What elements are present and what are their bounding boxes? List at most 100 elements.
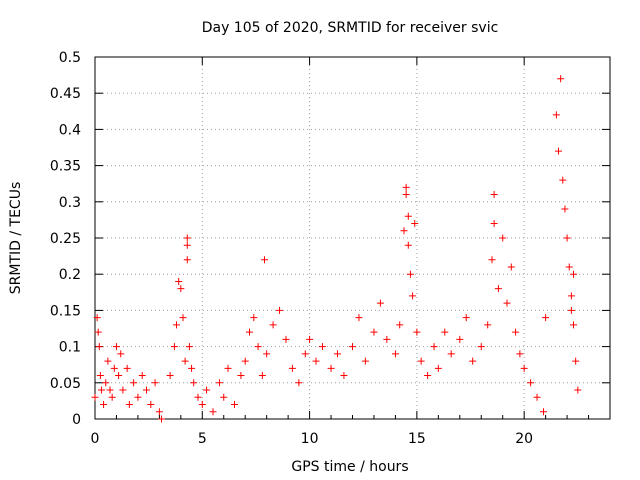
data-point bbox=[557, 75, 565, 83]
y-tick-label: 0.35 bbox=[50, 159, 81, 175]
data-point bbox=[95, 343, 103, 351]
data-point bbox=[462, 314, 470, 322]
data-point bbox=[406, 270, 414, 278]
data-point bbox=[138, 372, 146, 380]
y-tick-label: 0.5 bbox=[59, 50, 81, 66]
data-point bbox=[246, 328, 253, 336]
data-point bbox=[209, 408, 217, 416]
data-points bbox=[91, 75, 582, 423]
data-point bbox=[574, 386, 582, 394]
y-axis-label: SRMTID / TECUs bbox=[8, 182, 24, 295]
data-point bbox=[512, 328, 520, 336]
y-tick-label: 0.25 bbox=[50, 231, 81, 247]
chart-title: Day 105 of 2020, SRMTID for receiver svi… bbox=[202, 20, 499, 36]
data-point bbox=[567, 292, 575, 300]
data-point bbox=[96, 372, 104, 380]
data-point bbox=[288, 364, 296, 372]
data-point bbox=[224, 364, 232, 372]
x-tick-label: 5 bbox=[198, 431, 207, 447]
data-point bbox=[166, 372, 174, 380]
data-point bbox=[112, 343, 120, 351]
y-tick-label: 0.4 bbox=[59, 122, 81, 138]
data-point bbox=[183, 234, 191, 242]
data-point bbox=[572, 357, 580, 365]
data-point bbox=[312, 357, 320, 365]
x-tick-label: 20 bbox=[515, 431, 533, 447]
data-point bbox=[181, 357, 189, 365]
data-point bbox=[527, 379, 535, 387]
data-point bbox=[94, 328, 102, 336]
y-tick-label: 0.3 bbox=[59, 195, 81, 211]
data-point bbox=[552, 111, 560, 119]
data-point bbox=[499, 234, 507, 242]
data-point bbox=[370, 328, 378, 336]
data-point bbox=[361, 357, 369, 365]
data-point bbox=[102, 379, 110, 387]
data-point bbox=[391, 350, 399, 358]
data-point bbox=[170, 343, 178, 351]
data-point bbox=[503, 299, 511, 307]
data-point bbox=[250, 314, 258, 322]
data-point bbox=[404, 241, 412, 249]
data-point bbox=[203, 386, 211, 394]
x-axis-label: GPS time / hours bbox=[291, 459, 408, 475]
data-point bbox=[417, 357, 425, 365]
data-point bbox=[269, 321, 277, 329]
data-point bbox=[520, 364, 528, 372]
data-point bbox=[333, 350, 341, 358]
data-point bbox=[533, 393, 541, 401]
data-point bbox=[434, 364, 442, 372]
plot-border bbox=[94, 56, 611, 420]
data-point bbox=[230, 401, 238, 409]
data-point bbox=[106, 386, 114, 394]
data-point bbox=[147, 401, 155, 409]
data-point bbox=[254, 343, 262, 351]
data-point bbox=[327, 364, 335, 372]
data-point bbox=[185, 343, 193, 351]
data-point bbox=[276, 306, 284, 314]
data-point bbox=[456, 335, 464, 343]
data-point bbox=[119, 386, 127, 394]
data-point bbox=[261, 256, 269, 264]
data-point bbox=[559, 176, 567, 184]
y-tick-label: 0.1 bbox=[59, 340, 81, 356]
data-point bbox=[301, 350, 309, 358]
data-point bbox=[469, 357, 477, 365]
axis-frame bbox=[94, 56, 611, 420]
y-tick-label: 0.45 bbox=[50, 86, 81, 102]
data-point bbox=[563, 234, 571, 242]
data-point bbox=[173, 321, 181, 329]
data-point bbox=[490, 191, 498, 199]
data-point bbox=[570, 321, 578, 329]
data-point bbox=[413, 328, 421, 336]
data-point bbox=[516, 350, 524, 358]
data-point bbox=[115, 372, 123, 380]
data-point bbox=[175, 277, 183, 285]
data-point bbox=[263, 350, 271, 358]
data-point bbox=[441, 328, 449, 336]
data-point bbox=[158, 415, 166, 423]
data-point bbox=[318, 343, 326, 351]
data-point bbox=[430, 343, 438, 351]
data-point bbox=[143, 386, 150, 394]
data-point bbox=[130, 379, 138, 387]
data-point bbox=[570, 270, 578, 278]
data-point bbox=[404, 212, 412, 220]
data-point bbox=[477, 343, 485, 351]
data-point bbox=[396, 321, 404, 329]
data-point bbox=[198, 401, 206, 409]
y-axis-ticks: 0 0.05 0.1 0.15 0.2 0.25 0.3 0.35 0.4 0.45 0.5 bbox=[50, 50, 610, 428]
data-point bbox=[494, 285, 502, 293]
data-point bbox=[183, 241, 191, 249]
data-point bbox=[447, 350, 455, 358]
data-point bbox=[123, 364, 131, 372]
data-point bbox=[108, 393, 116, 401]
data-point bbox=[190, 379, 198, 387]
data-point bbox=[306, 335, 314, 343]
data-point bbox=[110, 364, 118, 372]
data-point bbox=[134, 393, 142, 401]
data-point bbox=[151, 379, 159, 387]
data-point bbox=[555, 147, 562, 155]
data-point bbox=[188, 364, 196, 372]
